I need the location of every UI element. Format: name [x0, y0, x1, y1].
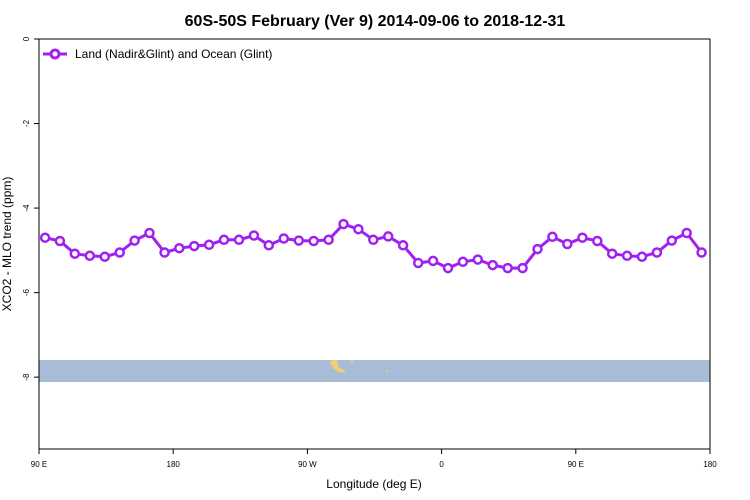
data-point: [293, 235, 305, 246]
x-tick-label: 90 E: [568, 460, 584, 469]
y-tick-label: -2: [22, 119, 31, 127]
chart-title: 60S-50S February (Ver 9) 2014-09-06 to 2…: [185, 13, 566, 30]
data-point: [203, 239, 215, 251]
data-point: [54, 235, 66, 247]
data-point: [144, 227, 155, 239]
data-point: [353, 223, 364, 235]
data-point: [248, 230, 260, 241]
y-tick-label: -8: [22, 373, 31, 381]
y-axis-label: XCO2 - MLO trend (ppm): [0, 177, 14, 312]
data-point: [263, 240, 275, 251]
series-layer: [39, 218, 707, 274]
x-tick-label: 0: [439, 460, 444, 469]
data-point: [457, 256, 469, 268]
data-point: [188, 240, 200, 252]
data-point: [338, 218, 349, 230]
data-point: [278, 233, 290, 244]
data-point: [696, 247, 707, 258]
data-point: [174, 242, 185, 254]
data-point: [666, 235, 678, 246]
data-point: [39, 232, 51, 243]
map-land-patagonia: [330, 360, 389, 373]
legend-marker: [49, 48, 61, 60]
data-point: [412, 257, 424, 269]
x-tick-label: 90 W: [298, 460, 317, 469]
data-point: [69, 248, 81, 259]
x-axis-label: Longitude (deg E): [326, 477, 421, 491]
data-point: [621, 250, 633, 262]
data-point: [368, 234, 379, 246]
data-point: [159, 247, 170, 258]
legend: Land (Nadir&Glint) and Ocean (Glint): [43, 47, 272, 61]
data-point: [592, 235, 603, 247]
data-point: [308, 235, 319, 247]
data-point: [517, 262, 528, 274]
data-point: [233, 234, 245, 246]
data-point: [218, 234, 230, 246]
x-tick-label: 180: [167, 460, 181, 469]
x-tick-label: 180: [703, 460, 717, 469]
data-point: [442, 262, 454, 274]
data-point: [472, 254, 484, 265]
data-point: [651, 247, 663, 258]
map-ocean: [39, 360, 710, 382]
data-point: [129, 235, 140, 246]
data-point: [681, 227, 692, 239]
x-tick-label: 90 E: [31, 460, 47, 469]
map-strip: [39, 360, 710, 382]
data-point: [323, 234, 334, 246]
data-point: [487, 259, 498, 271]
data-point: [99, 251, 111, 262]
data-point: [427, 255, 439, 267]
data-point: [636, 251, 648, 262]
y-axis: 0 -2 -4 -6 -8: [22, 36, 39, 381]
data-point: [532, 243, 543, 255]
data-point: [114, 247, 125, 258]
legend-label: Land (Nadir&Glint) and Ocean (Glint): [75, 47, 272, 61]
series-line: [44, 222, 703, 270]
plot-frame: [38, 38, 711, 450]
data-point: [577, 232, 588, 243]
data-point: [502, 262, 513, 274]
x-axis: 90 E 180 90 W 0 90 E 180: [31, 449, 717, 469]
data-point: [397, 240, 409, 251]
y-tick-label: -4: [22, 204, 31, 212]
data-point: [84, 250, 96, 262]
y-tick-label: 0: [22, 36, 31, 41]
data-point: [562, 238, 573, 250]
data-point: [382, 231, 394, 242]
data-point: [606, 248, 618, 259]
data-point: [547, 231, 558, 243]
y-tick-label: -6: [22, 289, 31, 297]
